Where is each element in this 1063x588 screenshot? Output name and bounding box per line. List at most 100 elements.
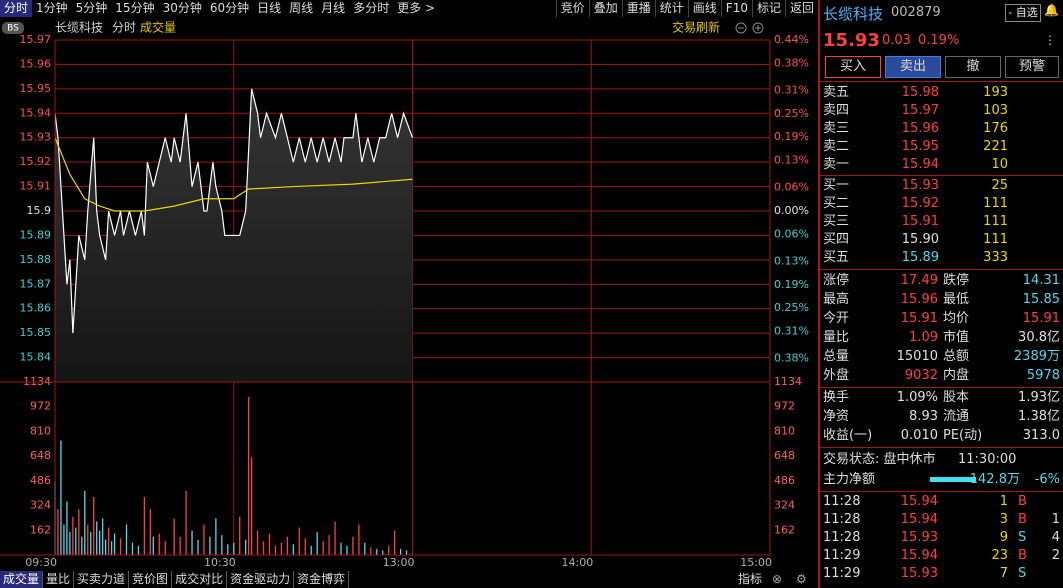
y2-tick-label: 0.38% bbox=[774, 352, 809, 365]
stat-value: 15.91 bbox=[900, 311, 938, 326]
stat-label: 量比 bbox=[823, 330, 850, 345]
close-icon[interactable]: ⊗ bbox=[772, 572, 783, 586]
stat-value: 1.09 bbox=[909, 330, 938, 345]
flow-label: 主力净额 bbox=[823, 472, 876, 487]
separator bbox=[820, 269, 1063, 270]
stat-row: 收益(一) 0.010 PE(动) 313.0 bbox=[820, 427, 1063, 446]
stat-row: 最高 15.96 最低 15.85 bbox=[820, 291, 1063, 310]
period-tab[interactable]: 多分时 bbox=[353, 1, 390, 15]
stat-value: 14.31 bbox=[1022, 273, 1060, 288]
trade-price: 15.93 bbox=[900, 566, 938, 581]
y2-tick-label: 0.44% bbox=[774, 33, 809, 46]
separator bbox=[820, 81, 1063, 82]
order-volume: 25 bbox=[991, 178, 1008, 193]
trade-button[interactable]: 卖出 bbox=[885, 56, 941, 78]
trade-row: 11:29 15.93 7 S bbox=[820, 565, 1063, 583]
y-tick-label: 15.93 bbox=[20, 131, 52, 144]
stat-value: 5978 bbox=[1026, 368, 1060, 383]
stat-value: 15.85 bbox=[1022, 292, 1060, 307]
period-tab[interactable]: 更多 > bbox=[397, 1, 436, 15]
order-row: 买二 15.92 111 bbox=[820, 195, 1063, 213]
y-tick-label: 15.84 bbox=[20, 351, 52, 364]
period-tab[interactable]: 60分钟 bbox=[209, 1, 250, 15]
separator bbox=[820, 491, 1063, 492]
tool-tabs: 竞价 叠加 重播 统计 画线 F10 标记 返回 bbox=[555, 0, 818, 17]
trade-price: 15.94 bbox=[900, 512, 938, 527]
trade-button[interactable]: 预警 bbox=[1005, 56, 1059, 78]
tool-tab[interactable]: 统计 bbox=[654, 0, 688, 17]
period-tab[interactable]: 月线 bbox=[321, 1, 346, 15]
x-tick-label: 13:00 bbox=[383, 556, 415, 569]
bottom-tab[interactable]: 成交量 bbox=[0, 571, 44, 588]
tool-tab[interactable]: 标记 bbox=[751, 0, 785, 17]
trade-time: 11:28 bbox=[823, 494, 861, 509]
status-time: 11:30:00 bbox=[958, 452, 1017, 467]
trade-price: 15.94 bbox=[900, 548, 938, 563]
bottom-tab[interactable]: 竞价图 bbox=[129, 571, 173, 588]
trade-button[interactable]: 买入 bbox=[825, 56, 881, 78]
stat-value: 1.09% bbox=[896, 390, 938, 405]
period-tab[interactable]: 周线 bbox=[289, 1, 314, 15]
bottom-tab[interactable]: 资金博弈 bbox=[294, 571, 350, 588]
badge-bg bbox=[2, 22, 24, 34]
stat-label: 今开 bbox=[823, 311, 850, 326]
tool-tab[interactable]: 竞价 bbox=[555, 0, 589, 17]
stock-code: 002879 bbox=[891, 5, 941, 20]
x-tick-label: 10:30 bbox=[204, 556, 236, 569]
period-tab[interactable]: 5分钟 bbox=[75, 1, 108, 15]
trade-side: B bbox=[1018, 494, 1027, 509]
order-price: 15.96 bbox=[901, 121, 939, 136]
trade-price: 15.93 bbox=[900, 530, 938, 545]
order-price: 15.93 bbox=[901, 178, 939, 193]
trade-row: 11:28 15.94 3 B 1 bbox=[820, 511, 1063, 529]
watch-button[interactable]: - 自选 bbox=[1005, 4, 1041, 22]
trade-row: 11:29 15.94 23 B 2 bbox=[820, 547, 1063, 565]
stat-label: 均价 bbox=[943, 311, 970, 326]
trade-count: 2 bbox=[1051, 548, 1060, 563]
y-tick-label: 15.85 bbox=[20, 326, 52, 339]
indicator-button[interactable]: 指标 bbox=[738, 572, 763, 586]
stat-label: PE(动) bbox=[943, 428, 983, 443]
zoom-out-icon[interactable] bbox=[735, 22, 747, 34]
tool-tab[interactable]: 画线 bbox=[687, 0, 721, 17]
status-row: 交易状态: 盘中休市 11:30:00 bbox=[820, 451, 1063, 469]
order-price: 15.95 bbox=[901, 139, 939, 154]
stat-label: 换手 bbox=[823, 390, 850, 405]
bottom-tab[interactable]: 成交对比 bbox=[172, 571, 228, 588]
more-icon[interactable]: ⋮ bbox=[1044, 33, 1056, 47]
y2-tick-label: 0.38% bbox=[774, 56, 809, 69]
bell-icon[interactable]: 🔔 bbox=[1044, 3, 1059, 17]
period-tab[interactable]: 分时 bbox=[0, 0, 33, 17]
tool-tab[interactable]: 返回 bbox=[784, 0, 818, 17]
refresh-label[interactable]: 交易刷新 bbox=[672, 20, 720, 35]
tool-tab[interactable]: 重播 bbox=[621, 0, 655, 17]
y-tick-label: 15.92 bbox=[20, 155, 52, 168]
period-tab[interactable]: 30分钟 bbox=[162, 1, 202, 15]
y2-tick-label: 0.19% bbox=[774, 130, 809, 143]
last-price: 15.93 bbox=[823, 30, 880, 51]
price-change: 0.03 bbox=[882, 33, 911, 48]
period-tab[interactable]: 1分钟 bbox=[36, 1, 68, 15]
order-row: 买五 15.89 333 bbox=[820, 249, 1063, 267]
order-price: 15.91 bbox=[901, 214, 939, 229]
bottom-tab[interactable]: 量比 bbox=[43, 571, 75, 588]
order-volume: 10 bbox=[991, 157, 1008, 172]
period-tab[interactable]: 日线 bbox=[257, 1, 282, 15]
settings-icon[interactable]: ⚙ bbox=[796, 572, 807, 586]
bottom-tab[interactable]: 资金驱动力 bbox=[227, 571, 295, 588]
stat-label: 最高 bbox=[823, 292, 850, 307]
trade-button[interactable]: 撤 bbox=[945, 56, 1001, 78]
stat-row: 净资 8.93 流通 1.38亿 bbox=[820, 408, 1063, 427]
stat-label: 外盘 bbox=[823, 368, 850, 383]
order-label: 买五 bbox=[823, 250, 850, 265]
tool-tab[interactable]: 叠加 bbox=[588, 0, 622, 17]
tool-tab[interactable]: F10 bbox=[720, 0, 752, 17]
period-tab[interactable]: 15分钟 bbox=[115, 1, 155, 15]
panel-divider bbox=[818, 0, 820, 588]
stat-row: 换手 1.09% 股本 1.93亿 bbox=[820, 389, 1063, 408]
bottom-tab[interactable]: 买卖力道 bbox=[74, 571, 130, 588]
vol-tick-label-right: 972 bbox=[774, 400, 795, 413]
zoom-in-icon[interactable] bbox=[752, 22, 764, 34]
vol-tick-label-right: 162 bbox=[774, 523, 795, 536]
order-volume: 221 bbox=[983, 139, 1008, 154]
